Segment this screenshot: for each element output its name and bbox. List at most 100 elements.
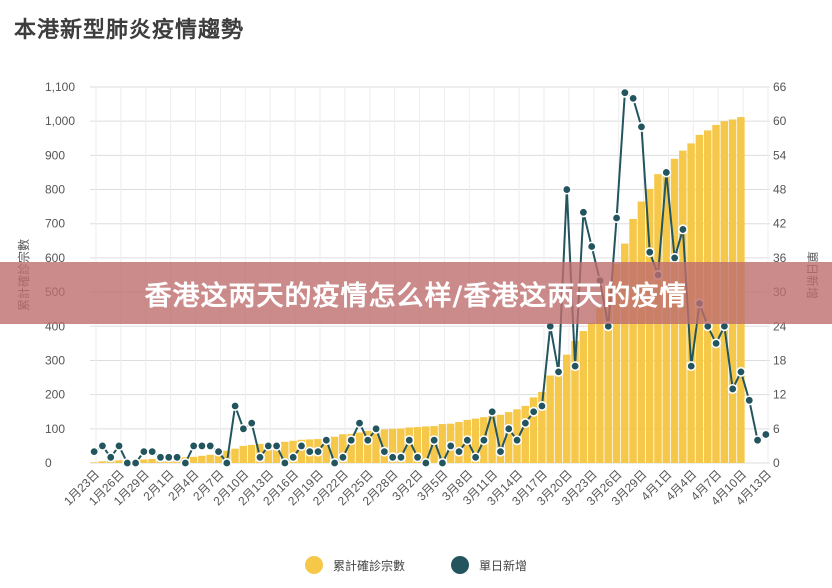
left-tick-label: 600 xyxy=(45,251,65,265)
daily-point xyxy=(711,338,722,349)
daily-point xyxy=(586,241,597,252)
left-tick-label: 0 xyxy=(45,456,52,470)
daily-point xyxy=(636,121,647,132)
bar xyxy=(281,441,289,463)
bar xyxy=(455,421,463,463)
chart-title: 本港新型肺炎疫情趨勢 xyxy=(14,18,245,43)
daily-point xyxy=(105,452,116,463)
daily-point xyxy=(371,423,382,434)
bar xyxy=(380,429,389,463)
left-tick-label: 800 xyxy=(45,183,65,197)
daily-point xyxy=(114,440,125,451)
bar xyxy=(562,354,571,463)
right-tick-label: 54 xyxy=(773,148,787,162)
daily-point xyxy=(130,457,141,468)
daily-point xyxy=(412,452,423,463)
daily-point xyxy=(155,452,166,463)
daily-point xyxy=(387,452,398,463)
daily-point xyxy=(304,446,315,457)
daily-point xyxy=(180,457,191,468)
daily-point xyxy=(279,457,290,468)
daily-point xyxy=(296,440,307,451)
bar xyxy=(115,460,123,463)
left-tick-label: 1,000 xyxy=(45,114,75,128)
bar xyxy=(629,218,637,463)
daily-point xyxy=(752,435,763,446)
overlay-text: 香港这两天的疫情怎么样/香港这两天的疫情 xyxy=(144,280,688,312)
daily-point xyxy=(188,440,199,451)
bar xyxy=(206,454,214,463)
bar xyxy=(90,462,98,463)
daily-point xyxy=(520,418,531,429)
bar xyxy=(140,459,148,463)
bar xyxy=(612,264,621,463)
daily-point xyxy=(686,361,697,372)
daily-point xyxy=(321,435,332,446)
right-tick-label: 36 xyxy=(773,251,787,265)
daily-point xyxy=(238,423,249,434)
bar xyxy=(571,340,579,463)
daily-point xyxy=(628,93,639,104)
bar xyxy=(339,434,347,463)
daily-point xyxy=(163,452,174,463)
daily-point xyxy=(677,224,688,235)
bar xyxy=(372,430,380,463)
daily-point xyxy=(619,87,630,98)
daily-point xyxy=(528,406,539,417)
right-tick-label: 66 xyxy=(773,80,787,94)
bar xyxy=(587,322,596,463)
daily-point xyxy=(503,423,514,434)
right-tick-label: 12 xyxy=(773,388,787,402)
bar xyxy=(496,414,505,463)
bar xyxy=(504,412,513,463)
daily-point xyxy=(760,429,771,440)
left-tick-label: 900 xyxy=(45,148,65,162)
bar xyxy=(521,405,530,463)
daily-point xyxy=(561,184,572,195)
daily-point xyxy=(495,446,506,457)
bar xyxy=(546,375,554,463)
daily-point xyxy=(329,457,340,468)
legend-swatch-cumulative xyxy=(304,556,323,574)
bar xyxy=(538,391,546,463)
daily-point xyxy=(611,213,622,224)
legend-item-cumulative[interactable]: 累計確診宗數 xyxy=(304,556,405,574)
daily-point xyxy=(553,366,564,377)
daily-point xyxy=(313,446,324,457)
daily-point xyxy=(213,446,224,457)
daily-point xyxy=(230,401,241,412)
bar xyxy=(637,201,646,463)
left-tick-label: 700 xyxy=(45,217,65,231)
daily-point xyxy=(578,207,589,218)
bar xyxy=(189,456,198,463)
daily-point xyxy=(487,406,498,417)
right-tick-label: 0 xyxy=(773,456,780,470)
daily-point xyxy=(437,457,448,468)
daily-point xyxy=(263,440,274,451)
daily-point xyxy=(429,435,440,446)
bar xyxy=(645,188,654,463)
daily-point xyxy=(346,435,357,446)
daily-point xyxy=(512,435,523,446)
bar xyxy=(579,331,588,463)
daily-point xyxy=(735,366,746,377)
left-tick-label: 1,100 xyxy=(45,80,75,94)
bar xyxy=(289,440,297,463)
daily-point xyxy=(271,440,282,451)
bar xyxy=(330,436,339,463)
bar xyxy=(422,426,430,463)
daily-point xyxy=(89,446,100,457)
legend-label-daily: 單日新增 xyxy=(479,558,528,573)
daily-point xyxy=(354,418,365,429)
left-tick-label: 100 xyxy=(45,422,65,436)
daily-point xyxy=(454,446,465,457)
legend-item-daily[interactable]: 單日新增 xyxy=(451,556,527,574)
daily-point xyxy=(404,435,415,446)
bar xyxy=(198,455,206,463)
daily-point xyxy=(379,446,390,457)
bar xyxy=(272,442,281,463)
right-tick-label: 60 xyxy=(773,114,787,128)
bar xyxy=(397,428,405,463)
daily-point xyxy=(205,440,216,451)
